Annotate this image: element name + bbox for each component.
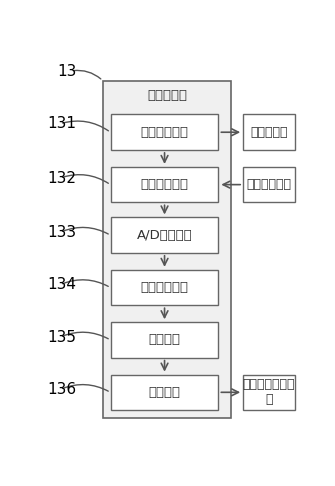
Bar <box>111 375 218 410</box>
Bar <box>243 167 295 202</box>
Text: 133: 133 <box>47 225 76 240</box>
Text: 运算处理模块: 运算处理模块 <box>141 281 189 294</box>
Text: 131: 131 <box>47 116 76 131</box>
Text: 第一信号传输装
置: 第一信号传输装 置 <box>243 378 295 406</box>
Bar <box>111 322 218 358</box>
Text: 判断模块: 判断模块 <box>148 333 181 347</box>
Text: 13: 13 <box>58 64 77 79</box>
Text: 参数采集装置: 参数采集装置 <box>247 178 291 191</box>
Text: 135: 135 <box>47 330 76 345</box>
Text: 参数接收模块: 参数接收模块 <box>141 178 189 191</box>
Bar <box>111 114 218 150</box>
Bar <box>111 270 218 305</box>
Text: 电源发生器: 电源发生器 <box>250 126 288 139</box>
Text: 134: 134 <box>47 277 76 292</box>
Text: 136: 136 <box>47 382 76 397</box>
Bar <box>243 114 295 150</box>
Bar <box>103 81 231 417</box>
Text: 指令发送模块: 指令发送模块 <box>141 126 189 139</box>
Text: 编码模块: 编码模块 <box>148 386 181 399</box>
Text: 逻辑控制器: 逻辑控制器 <box>147 89 187 102</box>
Bar <box>243 375 295 410</box>
Bar <box>111 167 218 202</box>
Text: A/D转换模块: A/D转换模块 <box>137 228 192 242</box>
Bar <box>111 217 218 253</box>
Text: 132: 132 <box>47 171 76 186</box>
